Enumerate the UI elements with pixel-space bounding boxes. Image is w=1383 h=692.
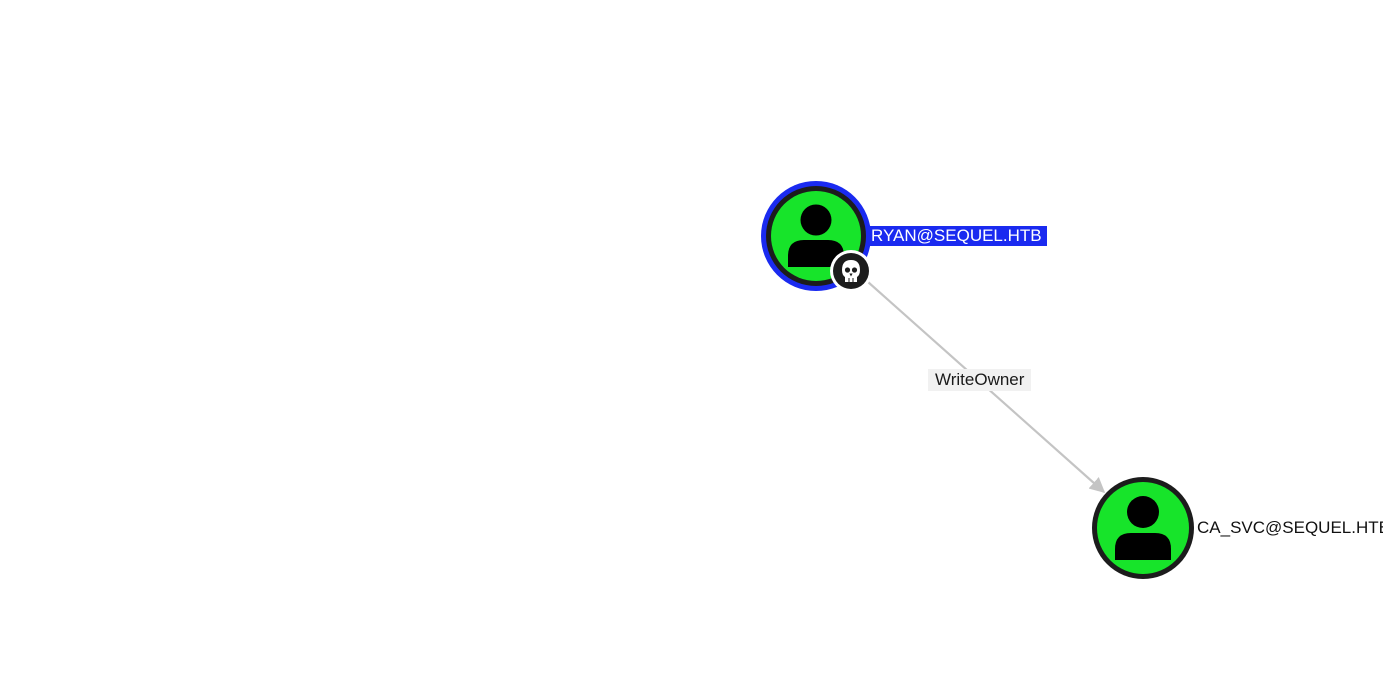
user-icon: [1115, 496, 1171, 560]
node-label-casvc[interactable]: CA_SVC@SEQUEL.HTB: [1197, 518, 1383, 537]
user-icon: [788, 204, 844, 267]
skull-icon: [830, 250, 872, 292]
node-label-ryan[interactable]: RYAN@SEQUEL.HTB: [868, 226, 1047, 246]
edge-label-writeowner[interactable]: WriteOwner: [928, 369, 1032, 391]
node-casvc[interactable]: [1092, 477, 1194, 579]
